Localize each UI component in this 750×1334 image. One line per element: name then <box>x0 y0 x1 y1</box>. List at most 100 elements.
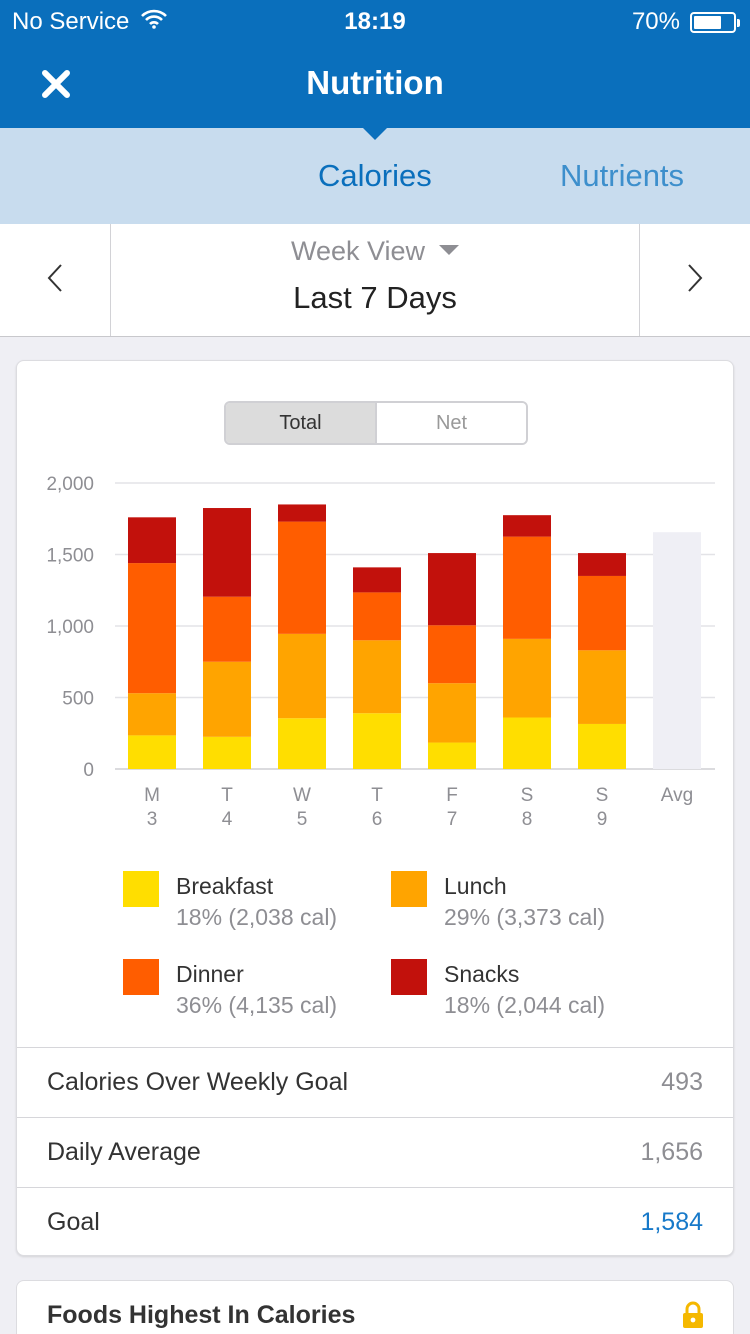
bar-segment-dinner <box>353 592 401 641</box>
bar-segment-dinner <box>503 536 551 639</box>
bar-segment-lunch <box>128 693 176 736</box>
x-tick-day: 8 <box>522 809 533 830</box>
bar-segment-snacks <box>503 515 551 537</box>
y-tick-label: 0 <box>83 760 94 781</box>
bar-segment-dinner <box>278 521 326 634</box>
legend-swatch <box>391 959 427 995</box>
week-view-label: Week View <box>290 236 426 266</box>
wifi-icon <box>141 8 168 36</box>
bar-segment-lunch <box>278 633 326 719</box>
x-tick-label: M <box>144 785 160 806</box>
bar-segment-dinner <box>428 625 476 684</box>
x-tick-day: 7 <box>447 809 458 830</box>
legend-detail: 18% (2,044 cal) <box>444 992 606 1018</box>
x-tick-day: 4 <box>222 809 233 830</box>
y-tick-label: 1,000 <box>46 617 94 638</box>
x-tick-label: F <box>446 785 458 806</box>
tab-nutrients[interactable]: Nutrients <box>560 158 685 193</box>
summary-value: 493 <box>661 1068 703 1096</box>
bar-segment-breakfast <box>503 717 551 769</box>
bar-segment-snacks <box>353 567 401 593</box>
bar-segment-lunch <box>203 661 251 737</box>
bar-segment-breakfast <box>353 713 401 769</box>
bar-segment-dinner <box>128 563 176 694</box>
x-tick-label: T <box>371 785 383 806</box>
bar-segment-snacks <box>203 508 251 597</box>
page-title: Nutrition <box>306 64 444 101</box>
bar-segment-lunch <box>578 650 626 724</box>
calories-card: Total Net 0 500 1,000 1,500 2,000 M 3 T 4 W 5 T 6 F 7 S… <box>16 360 734 1256</box>
tab-bar: Calories Nutrients <box>0 128 750 224</box>
legend-name: Lunch <box>444 873 507 899</box>
bar-segment-lunch <box>353 640 401 714</box>
summary-row-daily-average: Daily Average 1,656 <box>17 1117 733 1187</box>
legend-name: Dinner <box>176 961 244 987</box>
calorie-chart: 0 500 1,000 1,500 2,000 M 3 T 4 W 5 T 6 F 7 S 8 S 9 Avg <box>46 474 715 830</box>
week-selector: Week View Last 7 Days <box>0 224 750 337</box>
y-tick-label: 2,000 <box>46 474 94 495</box>
x-tick-label: S <box>521 785 534 806</box>
summary-label: Goal <box>47 1208 100 1236</box>
x-tick-day: 6 <box>372 809 383 830</box>
total-net-toggle: Total Net <box>224 401 528 445</box>
legend-swatch <box>123 959 159 995</box>
bar-segment-lunch <box>503 638 551 718</box>
bar-segment-breakfast <box>428 742 476 769</box>
legend-name: Breakfast <box>176 873 274 899</box>
carrier-label: No Service <box>12 8 130 35</box>
legend-swatch <box>391 871 427 907</box>
x-tick-day: 9 <box>597 809 608 830</box>
chevron-left-icon <box>47 263 63 298</box>
foods-highest-card[interactable]: Foods Highest In Calories <box>16 1280 734 1334</box>
y-tick-label: 1,500 <box>46 546 94 567</box>
summary-row-over-goal: Calories Over Weekly Goal 493 <box>17 1047 733 1117</box>
bar-segment-breakfast <box>128 735 176 769</box>
x-tick-day: 5 <box>297 809 308 830</box>
carrier-group: No Service <box>12 8 168 36</box>
status-time: 18:19 <box>344 8 406 35</box>
average-bar <box>653 532 701 769</box>
toggle-total[interactable]: Total <box>226 403 377 443</box>
legend-detail: 18% (2,038 cal) <box>176 904 338 930</box>
battery-group: 70% <box>631 8 740 36</box>
bar-segment-dinner <box>203 596 251 662</box>
x-tick-label: T <box>221 785 233 806</box>
bar-segment-dinner <box>578 575 626 651</box>
active-tab-pointer <box>363 128 387 140</box>
x-tick-label: S <box>596 785 609 806</box>
summary-value: 1,656 <box>640 1138 703 1166</box>
chevron-right-icon <box>687 263 703 298</box>
x-tick-label: W <box>293 785 311 806</box>
battery-percent: 70% <box>631 8 680 35</box>
bar-segment-snacks <box>578 553 626 576</box>
week-view-dropdown[interactable]: Week View <box>0 236 750 267</box>
bar-segment-breakfast <box>203 736 251 769</box>
summary-label: Calories Over Weekly Goal <box>47 1068 349 1096</box>
x-tick-day: 3 <box>147 809 158 830</box>
summary-label: Daily Average <box>47 1138 201 1166</box>
bar-segment-snacks <box>128 517 176 564</box>
close-icon[interactable] <box>34 62 78 106</box>
bar-segment-snacks <box>428 553 476 626</box>
bar-segment-breakfast <box>278 718 326 769</box>
bar-segment-lunch <box>428 683 476 743</box>
summary-row-goal[interactable]: Goal 1,584 <box>17 1187 733 1257</box>
y-tick-label: 500 <box>62 689 94 710</box>
battery-icon <box>690 11 740 33</box>
legend-name: Snacks <box>444 961 520 987</box>
previous-week-button[interactable] <box>0 224 111 336</box>
chevron-down-icon <box>439 244 460 255</box>
status-bar: No Service 18:19 70% <box>0 0 750 42</box>
lock-icon <box>681 1301 705 1334</box>
nav-bar: Nutrition <box>0 42 750 128</box>
bar-segment-snacks <box>278 504 326 522</box>
bar-segment-breakfast <box>578 723 626 769</box>
toggle-net[interactable]: Net <box>377 403 526 443</box>
date-range-label: Last 7 Days <box>293 280 457 315</box>
legend-detail: 36% (4,135 cal) <box>176 992 338 1018</box>
tab-calories[interactable]: Calories <box>318 158 432 193</box>
legend-detail: 29% (3,373 cal) <box>444 904 606 930</box>
x-tick-label: Avg <box>661 785 693 806</box>
goal-value-link[interactable]: 1,584 <box>640 1208 703 1236</box>
next-week-button[interactable] <box>639 224 750 336</box>
